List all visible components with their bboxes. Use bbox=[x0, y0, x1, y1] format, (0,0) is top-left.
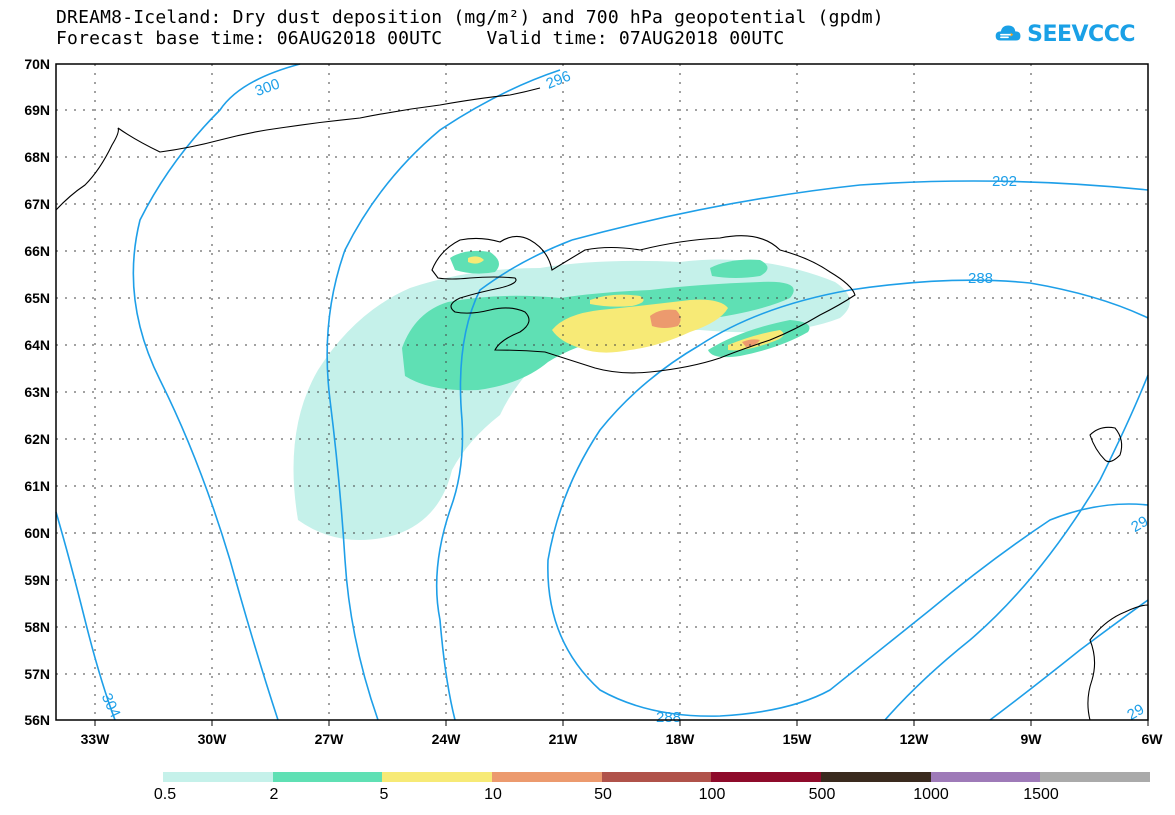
contour-label-288-bottom: 288 bbox=[656, 709, 681, 726]
legend-swatch-7 bbox=[930, 772, 1041, 782]
plot-frame bbox=[55, 63, 1149, 721]
lat-label-67n: 67N bbox=[24, 196, 50, 212]
legend-labels: 0.5 2 5 10 50 100 500 1000 1500 bbox=[0, 786, 1175, 808]
lat-label-61n: 61N bbox=[24, 478, 50, 494]
contour-label-288-top: 288 bbox=[968, 270, 993, 287]
legend-label-5: 100 bbox=[698, 786, 726, 803]
contour-label-292: 292 bbox=[992, 173, 1017, 190]
lon-label-15w: 15W bbox=[783, 731, 813, 747]
lat-label-63n: 63N bbox=[24, 384, 50, 400]
lon-label-30w: 30W bbox=[198, 731, 228, 747]
color-legend bbox=[163, 772, 1151, 782]
tick-marks bbox=[94, 720, 1149, 726]
lon-label-27w: 27W bbox=[315, 731, 345, 747]
map-title: DREAM8-Iceland: Dry dust deposition (mg/… bbox=[56, 7, 884, 28]
lat-label-57n: 57N bbox=[24, 666, 50, 682]
faroe-coast bbox=[1089, 426, 1123, 463]
legend-label-0: 0.5 bbox=[153, 786, 177, 803]
lat-labels: 70N 69N 68N 67N 66N 65N 64N 63N 62N 61N … bbox=[24, 56, 50, 728]
legend-label-7: 1000 bbox=[913, 786, 949, 803]
lat-label-64n: 64N bbox=[24, 337, 50, 353]
legend-label-8: 1500 bbox=[1023, 786, 1059, 803]
lat-label-70n: 70N bbox=[24, 56, 50, 72]
lat-label-56n: 56N bbox=[24, 712, 50, 728]
lon-labels: 33W 30W 27W 24W 21W 18W 15W 12W 9W 6W bbox=[81, 731, 1164, 747]
lon-label-6w: 6W bbox=[1142, 731, 1164, 747]
iceland-coast bbox=[431, 235, 856, 374]
seevccc-logo: SEEVCCC bbox=[995, 12, 1135, 56]
contour-label-29-corner: 29 bbox=[1124, 701, 1147, 724]
legend-label-4: 50 bbox=[594, 786, 612, 803]
lat-label-62n: 62N bbox=[24, 431, 50, 447]
legend-label-6: 500 bbox=[808, 786, 836, 803]
lat-label-69n: 69N bbox=[24, 102, 50, 118]
geopotential-contours bbox=[55, 63, 1149, 721]
lat-label-58n: 58N bbox=[24, 619, 50, 635]
lon-label-12w: 12W bbox=[900, 731, 930, 747]
legend-swatch-1 bbox=[272, 772, 383, 782]
lat-label-68n: 68N bbox=[24, 149, 50, 165]
lat-label-60n: 60N bbox=[24, 525, 50, 541]
greenland-coast bbox=[55, 87, 541, 211]
contour-label-29-east: 29 bbox=[1128, 513, 1151, 536]
map-plot: 300 296 292 288 288 304 29 29 70N 69N 68… bbox=[24, 56, 1164, 747]
lon-label-24w: 24W bbox=[432, 731, 462, 747]
lat-lon-grid bbox=[56, 64, 1148, 720]
logo-text: SEEVCCC bbox=[1027, 21, 1135, 47]
legend-label-3: 10 bbox=[484, 786, 502, 803]
lon-label-33w: 33W bbox=[81, 731, 111, 747]
legend-swatch-3 bbox=[492, 772, 602, 782]
legend-swatch-6 bbox=[821, 772, 931, 782]
legend-swatch-5 bbox=[711, 772, 822, 782]
lon-label-9w: 9W bbox=[1021, 731, 1043, 747]
legend-swatch-0 bbox=[163, 772, 273, 782]
lat-label-59n: 59N bbox=[24, 572, 50, 588]
legend-swatch-4 bbox=[601, 772, 712, 782]
contour-label-304: 304 bbox=[98, 691, 124, 721]
coastlines bbox=[55, 87, 1149, 721]
cloud-logo-icon bbox=[995, 25, 1021, 41]
forecast-time-line: Forecast base time: 06AUG2018 00UTC Vali… bbox=[56, 28, 785, 49]
lat-label-66n: 66N bbox=[24, 243, 50, 259]
legend-label-1: 2 bbox=[269, 786, 279, 803]
lon-label-18w: 18W bbox=[666, 731, 696, 747]
legend-swatch-8 bbox=[1040, 772, 1151, 782]
lon-label-21w: 21W bbox=[549, 731, 579, 747]
lat-label-65n: 65N bbox=[24, 290, 50, 306]
legend-label-2: 5 bbox=[379, 786, 389, 803]
dust-deposition-fill bbox=[293, 250, 850, 540]
contour-label-296: 296 bbox=[544, 68, 574, 93]
legend-swatch-2 bbox=[382, 772, 493, 782]
